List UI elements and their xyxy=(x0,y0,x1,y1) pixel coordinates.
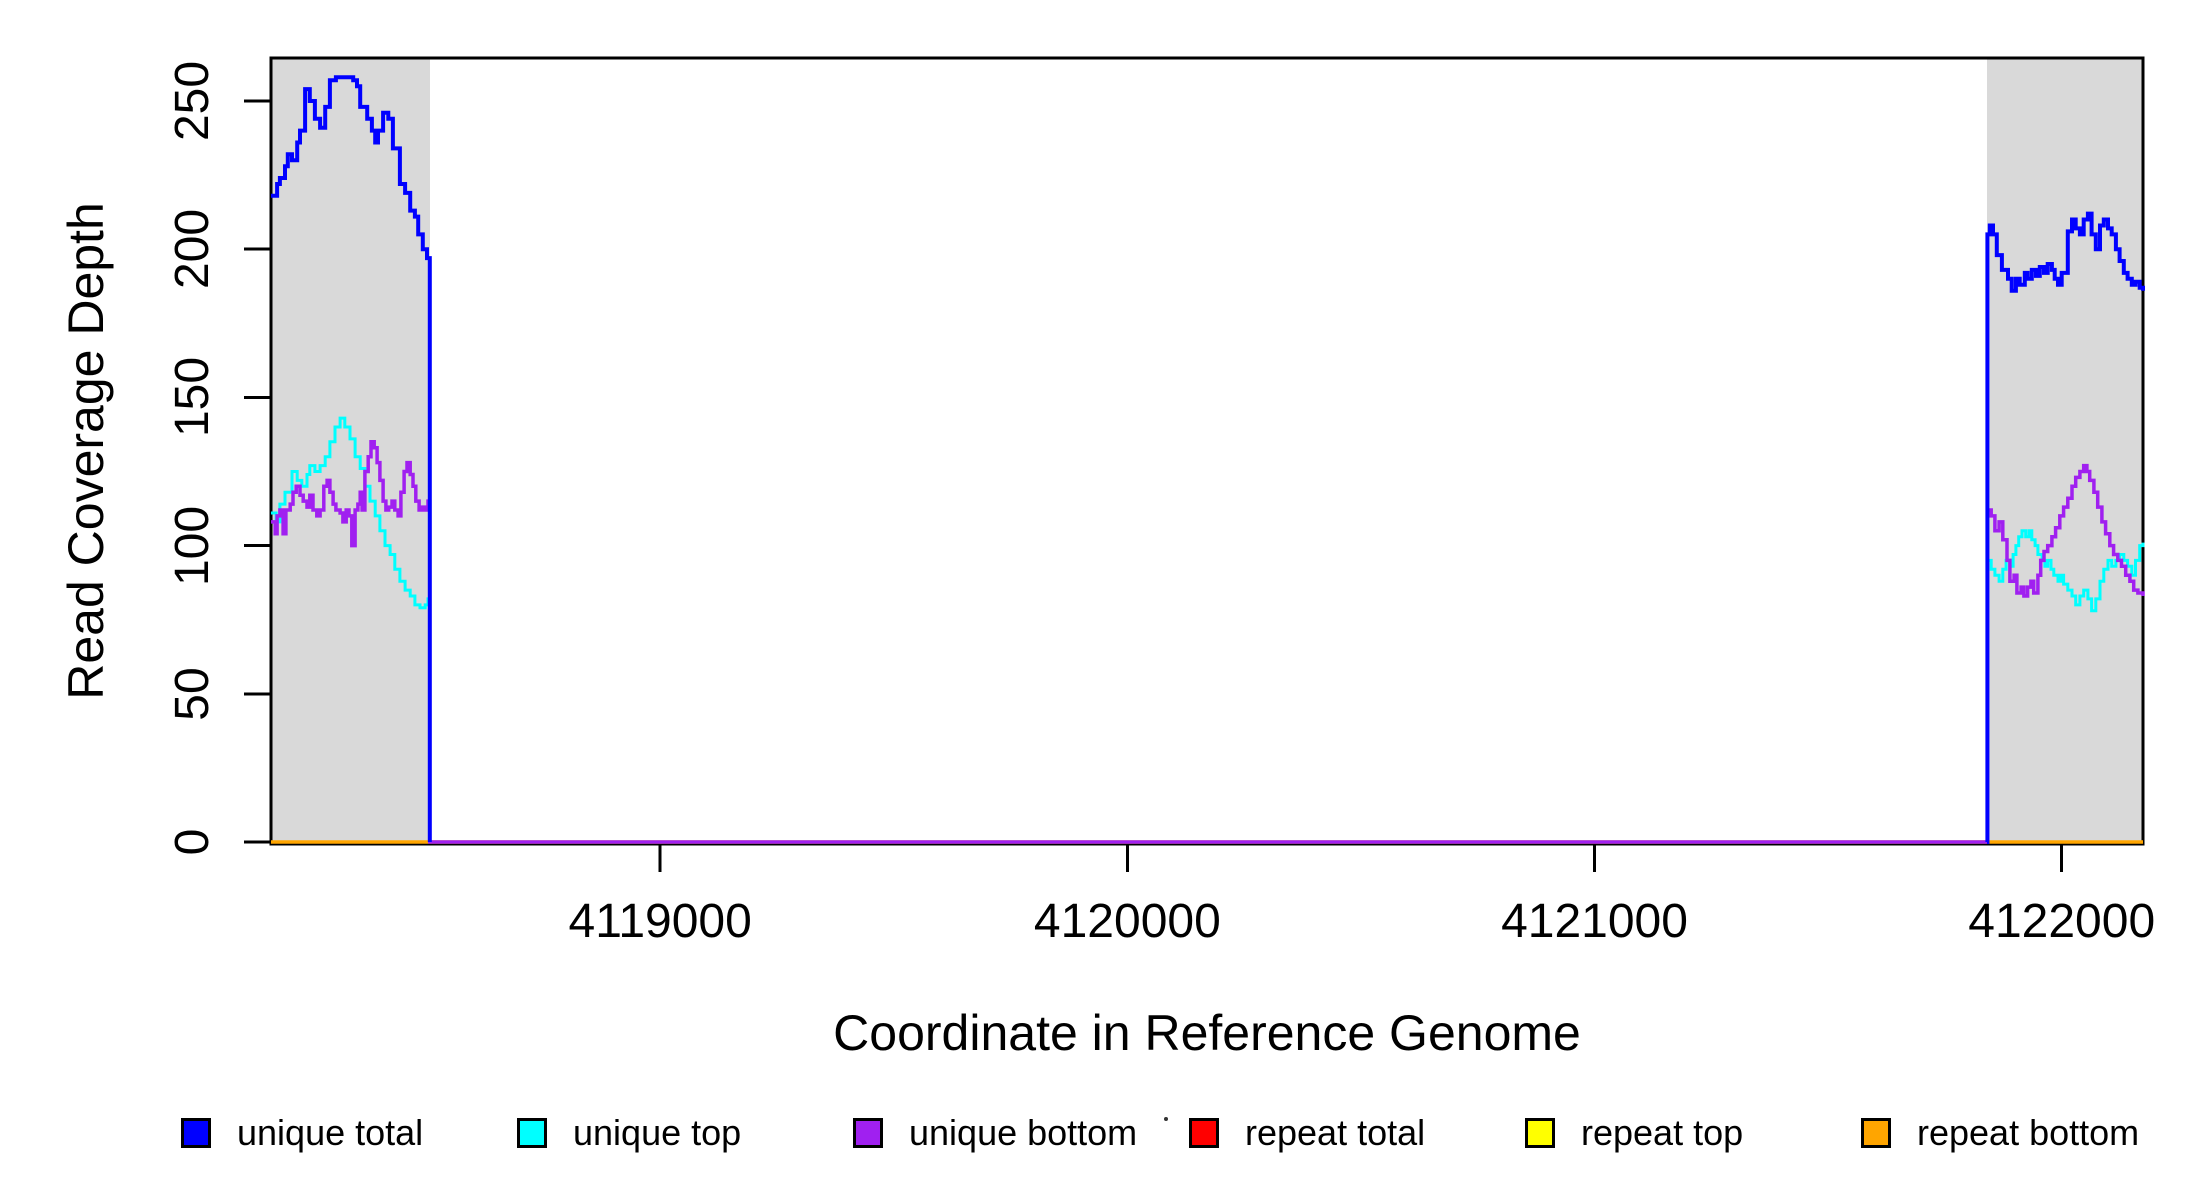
y-tick-label: 150 xyxy=(166,357,219,438)
legend-item-repeat-top: repeat top xyxy=(1525,1112,1743,1154)
legend-square-icon xyxy=(517,1118,547,1148)
legend-square-icon xyxy=(1525,1118,1555,1148)
shaded-repeat-region xyxy=(1986,58,2143,844)
shaded-repeat-region xyxy=(271,58,430,844)
y-axis-title: Read Coverage Depth xyxy=(58,202,114,700)
x-tick-label: 4122000 xyxy=(1968,895,2156,948)
y-tick-label: 0 xyxy=(166,828,219,856)
legend-item-repeat-total: repeat total xyxy=(1189,1112,1425,1154)
series-unique-total xyxy=(1985,211,2145,844)
legend-item-unique-total: unique total xyxy=(181,1112,423,1154)
legend-label: repeat total xyxy=(1245,1112,1426,1153)
legend-square-icon xyxy=(1189,1118,1219,1148)
y-tick-label: 200 xyxy=(166,209,219,290)
legend-item-unique-top: unique top xyxy=(517,1112,741,1154)
legend-label: unique bottom xyxy=(909,1112,1138,1153)
series-unique-top xyxy=(271,416,432,842)
legend: unique total unique top unique bottom repea… xyxy=(0,1112,2200,1158)
legend-square-icon xyxy=(1861,1118,1891,1148)
series-unique-top xyxy=(1985,529,2145,844)
legend-square-icon xyxy=(181,1118,211,1148)
legend-label: repeat top xyxy=(1581,1112,1744,1153)
x-axis-title: Coordinate in Reference Genome xyxy=(833,1005,1581,1061)
legend-square-icon xyxy=(853,1118,883,1148)
series-unique-bottom xyxy=(271,440,2145,844)
legend-item-unique-bottom: unique bottom xyxy=(853,1112,1137,1154)
y-tick-label: 250 xyxy=(166,60,219,142)
stray-dot-mark xyxy=(1164,1117,1168,1121)
y-tick-label: 100 xyxy=(166,505,219,586)
x-tick-label: 4121000 xyxy=(1501,895,1688,948)
y-tick-label: 50 xyxy=(166,667,219,721)
legend-item-repeat-bottom: repeat bottom xyxy=(1861,1112,2139,1154)
x-tick-label: 4119000 xyxy=(568,895,752,948)
x-tick-label: 4120000 xyxy=(1033,895,1221,948)
series-unique-total xyxy=(271,75,432,842)
legend-label: unique total xyxy=(237,1112,424,1153)
legend-label: unique top xyxy=(573,1112,742,1153)
plot-border xyxy=(269,56,2145,846)
legend-label: repeat bottom xyxy=(1917,1112,2140,1153)
